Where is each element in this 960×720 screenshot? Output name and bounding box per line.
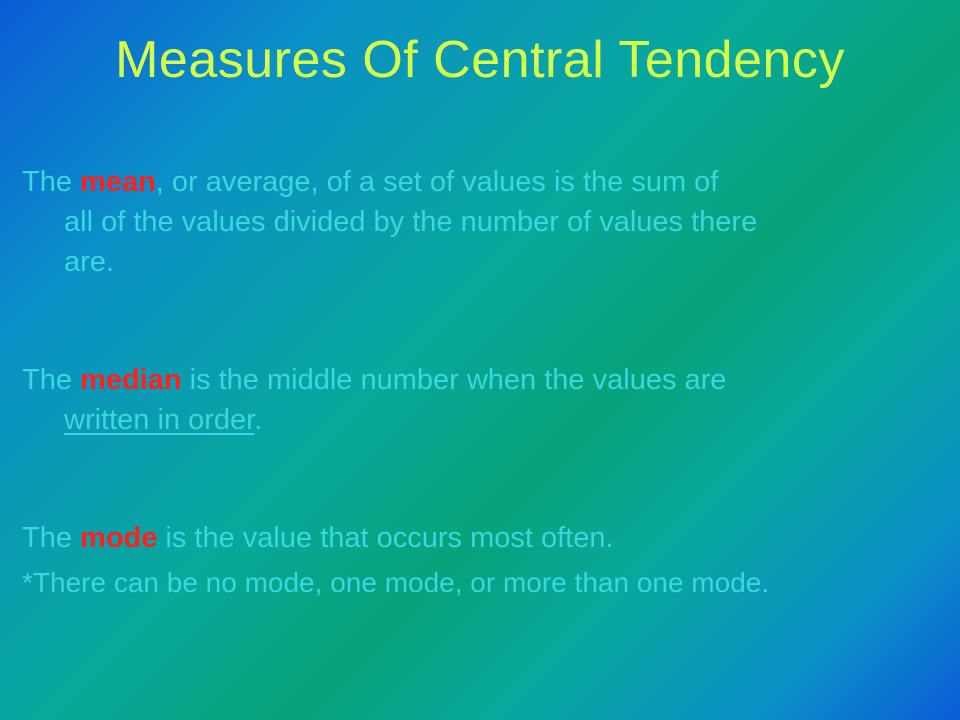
- mean-line2: all of the values divided by the number …: [22, 202, 938, 242]
- mode-line1-rest: is the value that occurs most often.: [157, 522, 613, 554]
- median-line2-underlined: written in order: [64, 404, 254, 436]
- mode-prefix: The: [22, 522, 80, 554]
- median-line1-rest: is the middle number when the values are: [182, 364, 727, 396]
- slide: Measures Of Central Tendency The mean, o…: [0, 0, 960, 720]
- median-line2: written in order.: [22, 400, 938, 440]
- mean-line3: are.: [22, 242, 938, 282]
- slide-title: Measures Of Central Tendency: [22, 30, 938, 90]
- median-prefix: The: [22, 364, 80, 396]
- mean-keyword: mean: [80, 166, 156, 198]
- definition-mode: The mode is the value that occurs most o…: [22, 518, 938, 558]
- median-keyword: median: [80, 364, 182, 396]
- definition-median: The median is the middle number when the…: [22, 360, 938, 440]
- mean-prefix: The: [22, 166, 80, 198]
- definition-mean: The mean, or average, of a set of values…: [22, 162, 938, 282]
- mode-note: *There can be no mode, one mode, or more…: [22, 564, 938, 602]
- mode-keyword: mode: [80, 522, 157, 554]
- median-line2-after: .: [254, 404, 262, 436]
- mean-line1-rest: , or average, of a set of values is the …: [156, 166, 719, 198]
